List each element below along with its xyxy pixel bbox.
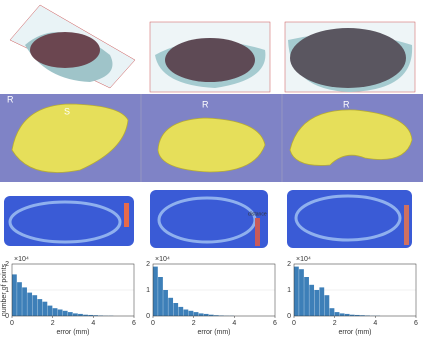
bar xyxy=(325,295,330,316)
bar xyxy=(194,312,199,316)
bar xyxy=(314,290,319,316)
bar xyxy=(299,269,304,316)
x-axis-label: error (mm) xyxy=(56,329,89,336)
panel-label: R xyxy=(343,99,350,109)
bar xyxy=(309,285,314,316)
bar xyxy=(17,282,22,316)
photo-organ xyxy=(165,38,255,82)
y-tick-label: 0 xyxy=(146,313,150,320)
multiplier: ×10⁴ xyxy=(296,256,311,263)
bar xyxy=(178,307,183,316)
colorbar-label: distance xyxy=(248,211,267,217)
bar xyxy=(27,293,32,316)
y-tick-label: 2 xyxy=(146,261,150,268)
bar xyxy=(319,287,324,316)
x-tick-label: 6 xyxy=(273,320,277,327)
panel-label: R xyxy=(202,99,209,109)
y-tick-label: 1 xyxy=(287,287,291,294)
x-tick-label: 6 xyxy=(132,320,136,327)
photo-organ xyxy=(290,28,406,88)
bar xyxy=(335,312,340,316)
bar xyxy=(63,311,68,316)
bar xyxy=(163,290,168,316)
bar xyxy=(153,267,158,316)
x-tick-label: 6 xyxy=(414,320,418,327)
error-maps: distance xyxy=(4,190,412,248)
bar xyxy=(340,313,345,316)
y-tick-label: 1 xyxy=(146,287,150,294)
x-tick-label: 4 xyxy=(373,320,377,327)
bar xyxy=(68,312,73,316)
panel-label: R xyxy=(7,94,14,104)
multiplier: ×10⁴ xyxy=(14,256,29,263)
x-tick-label: 2 xyxy=(51,320,55,327)
bar xyxy=(330,308,335,316)
colorbar xyxy=(404,205,409,245)
bar xyxy=(204,314,209,316)
bar xyxy=(53,308,58,316)
x-tick-label: 0 xyxy=(151,320,155,327)
bar xyxy=(304,277,309,316)
bar xyxy=(184,310,189,317)
x-tick-label: 2 xyxy=(192,320,196,327)
bar xyxy=(199,313,204,316)
bar xyxy=(168,298,173,316)
multiplier: ×10⁴ xyxy=(155,256,170,263)
y-axis-label: number of points xyxy=(1,263,8,316)
colorbar xyxy=(124,203,129,227)
x-tick-label: 4 xyxy=(91,320,95,327)
bar xyxy=(22,287,27,316)
bar xyxy=(73,313,78,316)
x-tick-label: 0 xyxy=(292,320,296,327)
bar xyxy=(12,274,17,316)
x-axis-label: error (mm) xyxy=(197,329,230,336)
x-axis-label: error (mm) xyxy=(338,329,371,336)
photo-row xyxy=(10,5,415,92)
x-tick-label: 4 xyxy=(232,320,236,327)
panel-label: S xyxy=(64,106,70,116)
bar xyxy=(345,314,350,316)
bar xyxy=(78,314,83,316)
bar xyxy=(37,299,42,316)
y-tick-label: 0 xyxy=(287,313,291,320)
bar xyxy=(48,306,53,316)
bar xyxy=(58,310,63,317)
render-shape xyxy=(158,118,265,172)
photo-organ xyxy=(30,32,100,68)
bar xyxy=(43,302,48,316)
x-tick-label: 0 xyxy=(10,320,14,327)
x-tick-label: 2 xyxy=(333,320,337,327)
bar xyxy=(189,311,194,316)
bar xyxy=(294,267,299,316)
colorbar xyxy=(255,218,260,246)
bar xyxy=(32,295,37,316)
bar xyxy=(158,277,163,316)
bar xyxy=(173,303,178,316)
y-tick-label: 2 xyxy=(287,261,291,268)
